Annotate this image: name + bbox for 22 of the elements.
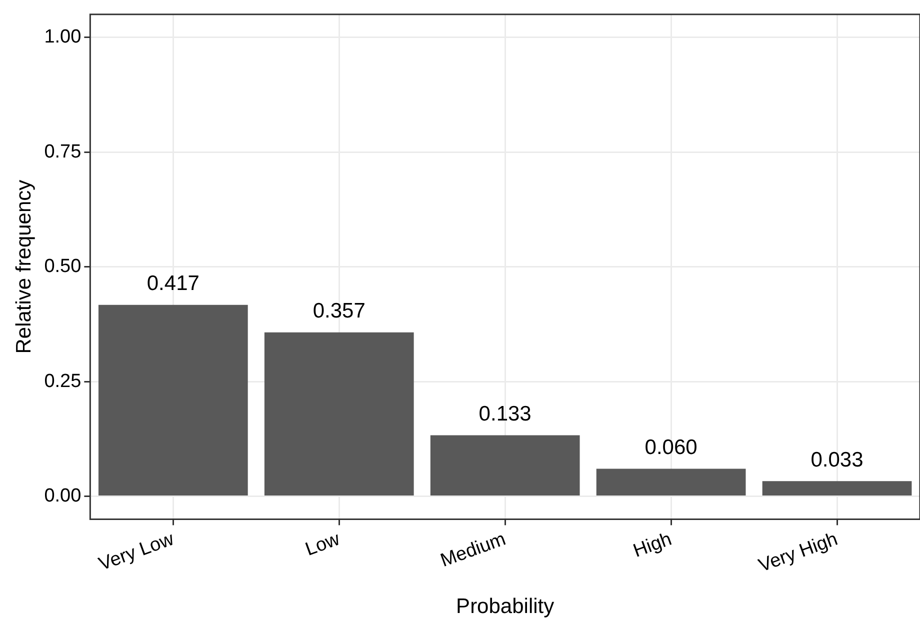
y-tick-label: 0.75 (44, 141, 82, 162)
x-tick-label: High (630, 528, 675, 562)
x-tick-label: Low (302, 528, 343, 560)
data-label: 0.357 (312, 300, 366, 323)
y-tick-label: 0.50 (44, 256, 82, 278)
data-label: 0.033 (810, 448, 864, 472)
y-tick-label: 0.00 (44, 485, 82, 506)
data-label: 0.417 (146, 272, 200, 296)
bar (264, 332, 414, 496)
bar (596, 468, 746, 496)
x-tick-label: Very High (756, 528, 841, 577)
data-label: 0.133 (478, 402, 532, 426)
x-tick-label: Medium (438, 528, 509, 572)
y-axis-title: Relative frequency (12, 179, 36, 354)
bar (98, 304, 248, 496)
y-tick-label: 0.25 (44, 370, 82, 392)
x-axis-title: Probability (456, 595, 555, 618)
y-tick-label: 1.00 (44, 26, 82, 48)
bar (762, 481, 912, 496)
bar (430, 435, 580, 496)
x-tick-label: Very Low (96, 528, 177, 576)
data-label: 0.060 (644, 436, 698, 460)
